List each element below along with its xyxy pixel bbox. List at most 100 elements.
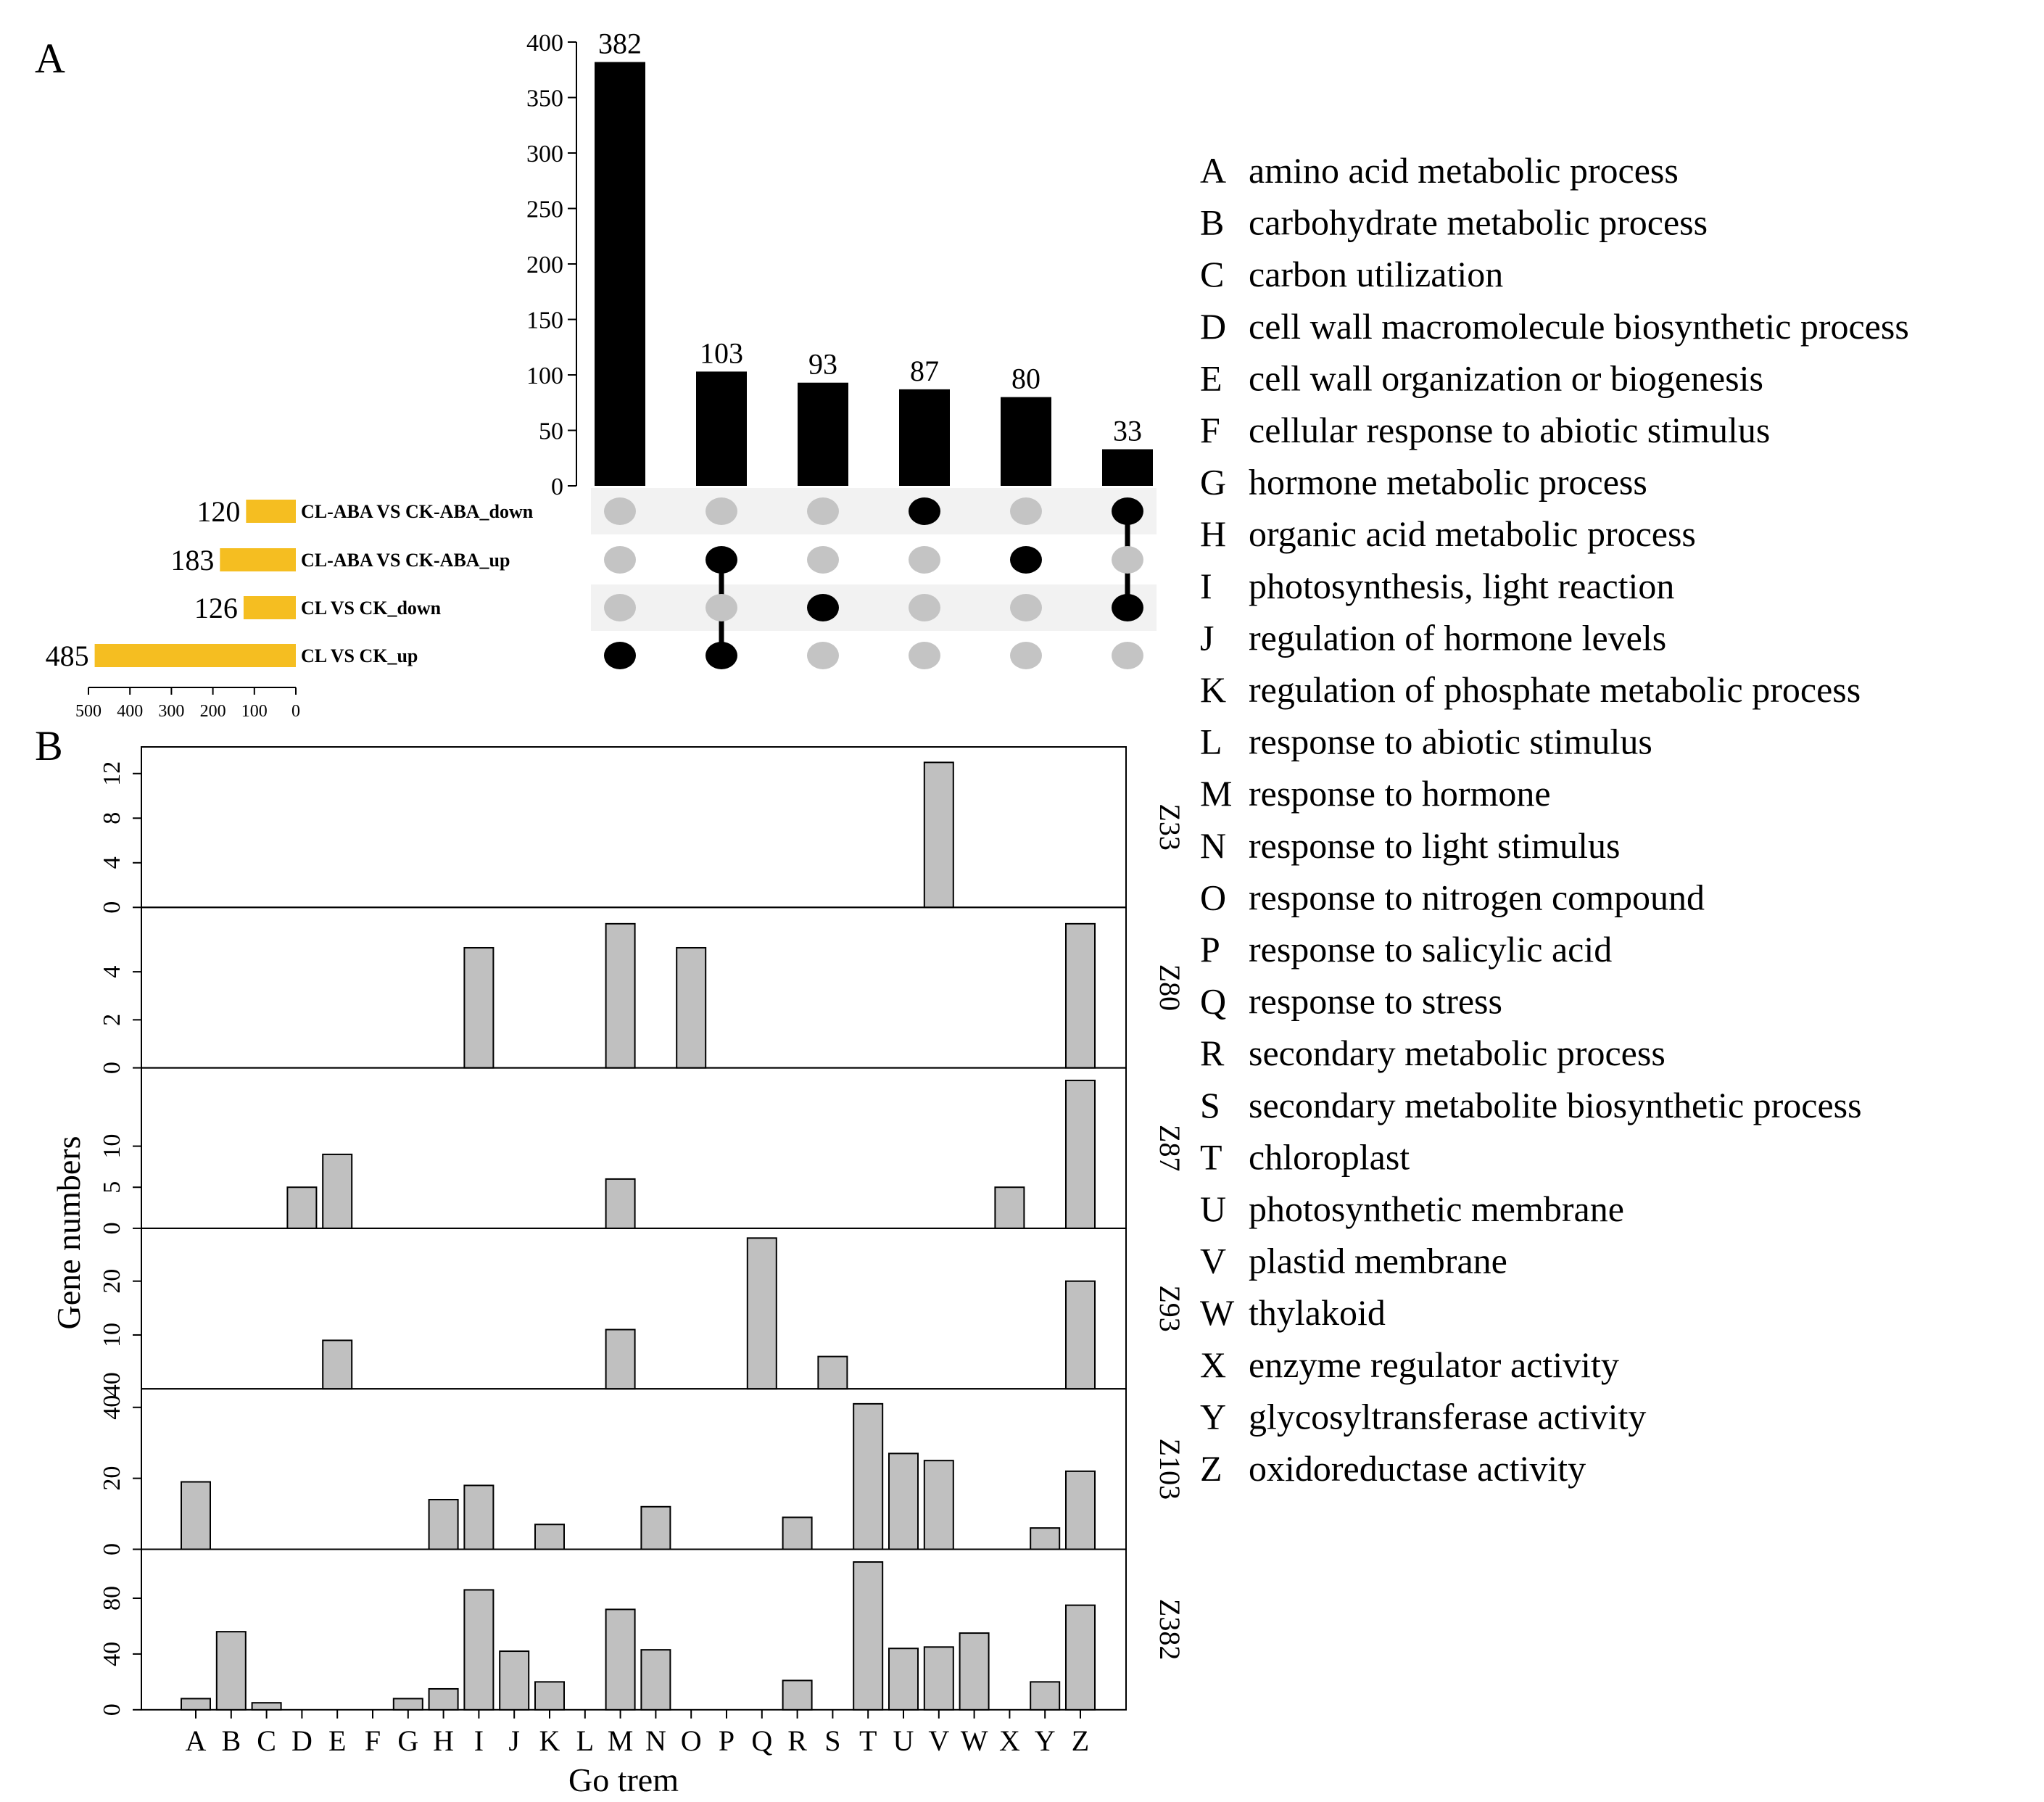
go-y-tick-label: 0 xyxy=(99,1543,125,1555)
set-size-axis-tick-label: 400 xyxy=(117,702,143,721)
go-y-tick-label: 5 xyxy=(99,1181,125,1194)
go-x-tick-label: I xyxy=(474,1724,484,1757)
go-panel-label: Z93 xyxy=(1154,1285,1186,1331)
upset-y-tick-label: 200 xyxy=(526,252,563,278)
intersection-bar xyxy=(595,62,645,487)
legend-key: L xyxy=(1200,722,1222,762)
legend-text: response to abiotic stimulus xyxy=(1249,722,1652,762)
intersection-bar xyxy=(899,389,950,486)
go-x-tick-label: A xyxy=(186,1724,207,1757)
go-panel-label: Z382 xyxy=(1154,1599,1186,1660)
set-size-axis-tick-label: 300 xyxy=(158,702,184,721)
go-x-tick-label: B xyxy=(221,1724,241,1757)
go-bar xyxy=(1065,1079,1096,1229)
matrix-dot-empty xyxy=(604,546,636,574)
legend-key: A xyxy=(1200,150,1226,191)
go-x-tick-label: E xyxy=(328,1724,346,1757)
legend-text: carbohydrate metabolic process xyxy=(1249,202,1708,243)
go-bar xyxy=(605,922,636,1069)
upset-y-tick-label: 300 xyxy=(526,141,563,168)
set-size-axis-tick-label: 0 xyxy=(291,702,300,721)
go-bar xyxy=(640,1649,671,1711)
matrix-dot-filled xyxy=(706,546,737,574)
matrix-dot-empty xyxy=(1112,642,1143,669)
intersection-size-label: 80 xyxy=(1011,363,1040,395)
go-y-tick-label: 0 xyxy=(99,1703,125,1716)
go-y-tick-label: 0 xyxy=(99,901,125,914)
intersection-size-label: 103 xyxy=(700,336,743,369)
go-x-tick-label: W xyxy=(961,1724,988,1757)
legend-key: O xyxy=(1200,877,1226,917)
go-bar xyxy=(605,1178,636,1229)
intersection-size-label: 382 xyxy=(598,28,642,60)
legend-key: W xyxy=(1200,1292,1235,1333)
legend-key: I xyxy=(1200,566,1212,606)
go-x-tick-label: H xyxy=(433,1724,454,1757)
go-bar xyxy=(1030,1681,1061,1711)
go-bar xyxy=(499,1650,530,1711)
go-x-tick-label: T xyxy=(859,1724,877,1757)
set-size-axis-tick-label: 500 xyxy=(75,702,102,721)
go-x-tick-label: X xyxy=(999,1724,1020,1757)
set-size-bar xyxy=(220,548,296,571)
legend-text: response to hormone xyxy=(1249,773,1551,814)
upset-y-tick-label: 350 xyxy=(526,86,563,112)
legend-text: oxidoreductase activity xyxy=(1249,1448,1586,1489)
upset-plot: 0 50 100 150 200 250 300 350 400 382 103 93 87 80 33 12… xyxy=(46,28,1157,721)
intersection-bar xyxy=(798,382,848,486)
go-bar xyxy=(888,1452,919,1550)
go-y-tick-label: 40 xyxy=(99,1395,125,1420)
panel-b-label: B xyxy=(35,722,63,769)
set-size-axis-tick-label: 100 xyxy=(241,702,268,721)
go-y-tick-label: 10 xyxy=(99,1323,125,1347)
legend-key: P xyxy=(1200,929,1220,970)
go-bar xyxy=(817,1355,848,1390)
set-size-label: 485 xyxy=(46,640,89,672)
go-bar xyxy=(322,1339,353,1390)
go-bar xyxy=(463,1589,495,1711)
legend-text: carbon utilization xyxy=(1249,254,1503,294)
matrix-dot-empty xyxy=(1010,594,1042,621)
go-y-tick-label: 40 xyxy=(99,1372,125,1397)
set-size-label: 120 xyxy=(196,495,240,528)
set-size-label: 183 xyxy=(170,544,214,576)
legend-key: T xyxy=(1200,1136,1222,1177)
go-y-tick-label: 4 xyxy=(99,856,125,869)
legend-text: plastid membrane xyxy=(1249,1241,1507,1281)
go-panel-frame xyxy=(141,746,1127,909)
matrix-dot-empty xyxy=(807,546,839,574)
matrix-dot-empty xyxy=(807,642,839,669)
go-y-tick-label: 20 xyxy=(99,1269,125,1294)
go-panel-label: Z87 xyxy=(1154,1125,1186,1171)
go-y-tick-label: 0 xyxy=(99,1222,125,1234)
go-bar xyxy=(463,946,495,1069)
legend-text: response to light stimulus xyxy=(1249,825,1621,866)
legend-key: K xyxy=(1200,669,1226,710)
go-bar xyxy=(994,1186,1025,1229)
intersection-size-label: 33 xyxy=(1113,415,1142,447)
go-bar xyxy=(181,1698,211,1711)
go-bar xyxy=(746,1237,777,1390)
go-x-tick-label: M xyxy=(608,1724,634,1757)
go-bar xyxy=(923,761,954,909)
go-x-tick-label: L xyxy=(576,1724,594,1757)
legend-key: S xyxy=(1200,1085,1220,1125)
go-x-tick-label: V xyxy=(928,1724,949,1757)
go-y-tick-label: 80 xyxy=(99,1586,125,1611)
intersection-bar xyxy=(1001,397,1051,486)
go-bar xyxy=(1065,1604,1096,1711)
set-size-axis-tick-label: 200 xyxy=(200,702,226,721)
go-bar xyxy=(888,1648,919,1711)
go-bar xyxy=(1030,1527,1061,1550)
upset-y-tick-label: 150 xyxy=(526,307,563,334)
legend-text: secondary metabolic process xyxy=(1249,1033,1666,1073)
set-name-label: CL-ABA VS CK-ABA_down xyxy=(301,501,534,522)
legend-text: photosynthetic membrane xyxy=(1249,1189,1624,1229)
go-bar xyxy=(1065,1470,1096,1550)
set-size-bar xyxy=(246,500,296,523)
go-y-axis-title: Gene numbers xyxy=(50,1136,87,1330)
go-bar xyxy=(322,1153,353,1229)
